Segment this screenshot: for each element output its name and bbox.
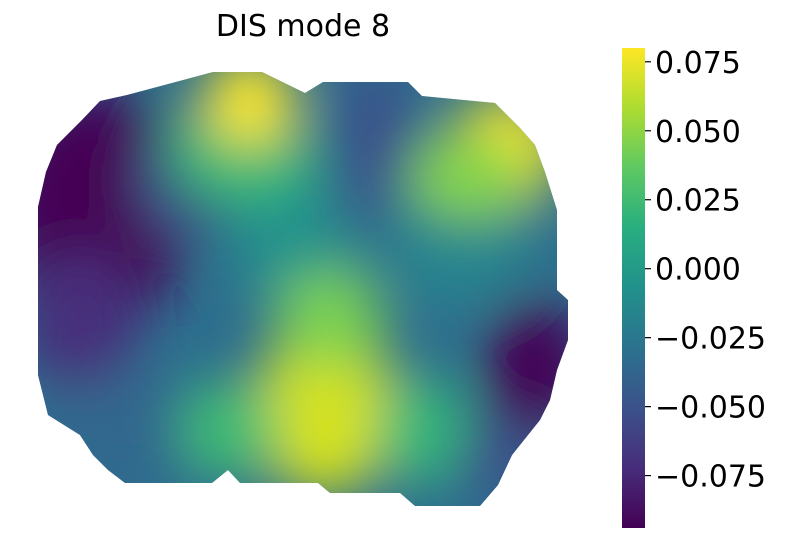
chart-title: DIS mode 8 bbox=[216, 9, 390, 44]
colorbar-gradient bbox=[622, 48, 645, 528]
colorbar-tick-label: 0.000 bbox=[655, 253, 741, 288]
field-blob bbox=[485, 300, 568, 440]
field-blob bbox=[375, 375, 465, 485]
heatmap-field bbox=[38, 72, 568, 506]
field-blob bbox=[180, 380, 280, 480]
field-blob bbox=[275, 270, 385, 370]
colorbar-tick-label: 0.050 bbox=[655, 115, 741, 150]
field-blob bbox=[38, 250, 140, 390]
colorbar-tick-label: −0.025 bbox=[655, 322, 766, 357]
colorbar-tick-label: 0.075 bbox=[655, 46, 741, 81]
field-blob bbox=[410, 130, 530, 220]
field-blob bbox=[205, 72, 295, 145]
colorbar: 0.075 0.050 0.025 0.000 −0.025 −0.050 −0.075 bbox=[622, 46, 766, 528]
colorbar-tick-label: −0.075 bbox=[655, 460, 766, 495]
colorbar-tick-label: −0.050 bbox=[655, 391, 766, 426]
colorbar-ticks: 0.075 0.050 0.025 0.000 −0.025 −0.050 −0.075 bbox=[645, 46, 766, 495]
field-blob bbox=[255, 325, 395, 495]
colorbar-tick-label: 0.025 bbox=[655, 184, 741, 219]
field-blobs bbox=[38, 72, 568, 500]
field-blob bbox=[450, 420, 550, 500]
